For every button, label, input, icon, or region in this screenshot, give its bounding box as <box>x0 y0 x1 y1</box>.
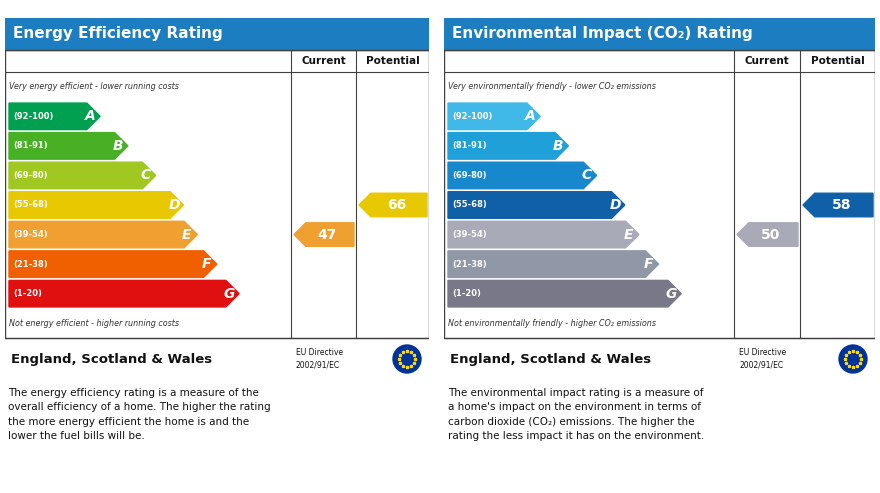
Bar <box>444 18 875 50</box>
Text: E: E <box>624 228 634 242</box>
Polygon shape <box>448 133 568 159</box>
Text: Very energy efficient - lower running costs: Very energy efficient - lower running co… <box>9 82 179 91</box>
Text: (39-54): (39-54) <box>13 230 48 239</box>
Text: B: B <box>554 139 564 153</box>
Text: (81-91): (81-91) <box>452 141 487 150</box>
Text: (21-38): (21-38) <box>13 260 48 269</box>
Text: (55-68): (55-68) <box>13 201 48 210</box>
Text: B: B <box>113 139 123 153</box>
Text: F: F <box>643 257 653 271</box>
Polygon shape <box>448 281 681 307</box>
Text: Current: Current <box>301 56 346 66</box>
Polygon shape <box>9 251 216 278</box>
Text: 66: 66 <box>387 198 407 212</box>
Text: A: A <box>84 109 96 123</box>
Text: EU Directive
2002/91/EC: EU Directive 2002/91/EC <box>296 348 343 370</box>
Text: (1-20): (1-20) <box>452 289 480 298</box>
Text: Very environmentally friendly - lower CO₂ emissions: Very environmentally friendly - lower CO… <box>448 82 656 91</box>
Text: C: C <box>141 169 150 182</box>
Text: Potential: Potential <box>365 56 420 66</box>
Circle shape <box>839 345 867 373</box>
Text: Environmental Impact (CO₂) Rating: Environmental Impact (CO₂) Rating <box>452 27 752 41</box>
Text: (1-20): (1-20) <box>13 289 42 298</box>
Polygon shape <box>448 221 639 248</box>
Text: E: E <box>182 228 192 242</box>
Text: (39-54): (39-54) <box>452 230 487 239</box>
Polygon shape <box>448 192 625 218</box>
Text: (69-80): (69-80) <box>13 171 48 180</box>
Polygon shape <box>294 223 354 246</box>
Text: Not environmentally friendly - higher CO₂ emissions: Not environmentally friendly - higher CO… <box>448 318 656 328</box>
Polygon shape <box>448 162 597 189</box>
Text: C: C <box>582 169 591 182</box>
Text: The energy efficiency rating is a measure of the
overall efficiency of a home. T: The energy efficiency rating is a measur… <box>8 388 271 441</box>
Polygon shape <box>448 251 658 278</box>
Text: G: G <box>666 286 678 301</box>
Polygon shape <box>9 192 184 218</box>
Text: D: D <box>168 198 180 212</box>
Text: (69-80): (69-80) <box>452 171 487 180</box>
Polygon shape <box>9 281 239 307</box>
Polygon shape <box>737 223 798 246</box>
Bar <box>5 50 429 338</box>
Polygon shape <box>9 162 156 189</box>
Text: England, Scotland & Wales: England, Scotland & Wales <box>11 352 212 365</box>
Text: (55-68): (55-68) <box>452 201 487 210</box>
Text: 50: 50 <box>761 228 781 242</box>
Text: (92-100): (92-100) <box>452 112 493 121</box>
Bar <box>444 50 875 338</box>
Text: Current: Current <box>744 56 789 66</box>
Polygon shape <box>9 221 197 248</box>
Text: A: A <box>525 109 536 123</box>
Text: The environmental impact rating is a measure of
a home's impact on the environme: The environmental impact rating is a mea… <box>448 388 704 441</box>
Text: G: G <box>224 286 235 301</box>
Text: D: D <box>610 198 621 212</box>
Text: (92-100): (92-100) <box>13 112 54 121</box>
Bar <box>5 18 429 50</box>
Text: F: F <box>202 257 211 271</box>
Circle shape <box>393 345 421 373</box>
Text: England, Scotland & Wales: England, Scotland & Wales <box>450 352 651 365</box>
Polygon shape <box>9 103 100 130</box>
Text: Energy Efficiency Rating: Energy Efficiency Rating <box>13 27 223 41</box>
Text: (81-91): (81-91) <box>13 141 48 150</box>
Text: 58: 58 <box>832 198 851 212</box>
Text: EU Directive
2002/91/EC: EU Directive 2002/91/EC <box>739 348 786 370</box>
Text: (21-38): (21-38) <box>452 260 487 269</box>
Polygon shape <box>448 103 540 130</box>
Polygon shape <box>359 193 427 217</box>
Text: Potential: Potential <box>810 56 864 66</box>
Polygon shape <box>803 193 873 217</box>
Text: Not energy efficient - higher running costs: Not energy efficient - higher running co… <box>9 318 179 328</box>
Text: 47: 47 <box>318 228 337 242</box>
Polygon shape <box>9 133 128 159</box>
